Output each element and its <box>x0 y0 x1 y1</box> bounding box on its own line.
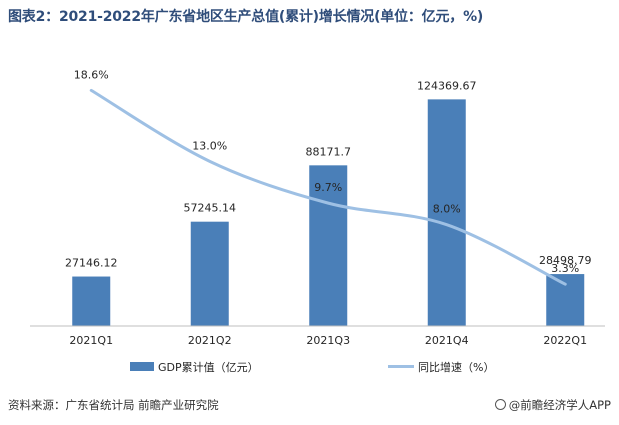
x-tick-2021Q4: 2021Q4 <box>425 334 469 347</box>
x-tick-2021Q2: 2021Q2 <box>188 334 232 347</box>
line-label-2021Q2: 13.0% <box>192 139 227 152</box>
x-tick-2021Q3: 2021Q3 <box>306 334 350 347</box>
legend-line-label: 同比增速（%） <box>418 360 494 374</box>
growth-rate-line <box>89 88 567 286</box>
legend-bar-label: GDP累计值（亿元） <box>158 361 259 374</box>
line-label-2021Q4: 8.0% <box>433 203 461 216</box>
line-value-labels: 18.6% 13.0% 9.7% 8.0% 3.3% <box>74 68 579 275</box>
bar-label-2021Q4: 124369.67 <box>417 79 477 92</box>
bar-label-2021Q2: 57245.14 <box>184 202 237 215</box>
line-label-2022Q1: 3.3% <box>551 262 579 275</box>
bar-label-2021Q3: 88171.7 <box>306 145 352 158</box>
bar-2021Q4 <box>427 99 466 327</box>
x-tick-2021Q1: 2021Q1 <box>69 334 113 347</box>
bar-2022Q1 <box>546 274 585 326</box>
line-label-2021Q1: 18.6% <box>74 68 109 81</box>
bar-2021Q3 <box>309 165 348 326</box>
legend: GDP累计值（亿元） 同比增速（%） <box>130 360 494 374</box>
brand-logo-icon <box>494 399 506 410</box>
bar-label-2021Q1: 27146.12 <box>65 257 118 270</box>
legend-bar-swatch <box>130 362 154 371</box>
x-tick-labels: 2021Q1 2021Q2 2021Q3 2021Q4 2022Q1 <box>69 334 587 347</box>
source-note: 资料来源：广东省统计局 前瞻产业研究院 <box>8 398 219 412</box>
bar-label-2022Q1: 28498.79 <box>539 254 592 267</box>
bar-value-labels: 27146.12 57245.14 88171.7 124369.67 28498.79 <box>65 79 592 269</box>
x-tick-2022Q1: 2022Q1 <box>543 334 587 347</box>
chart-title: 图表2：2021-2022年广东省地区生产总值(累计)增长情况(单位：亿元，%) <box>8 9 484 25</box>
bar-2021Q1 <box>72 276 111 326</box>
bar-2021Q2 <box>190 221 229 326</box>
bar-series <box>72 99 585 327</box>
brand-text: @前瞻经济学人APP <box>508 398 611 412</box>
line-label-2021Q3: 9.7% <box>314 181 342 194</box>
brand-credit: @前瞻经济学人APP <box>494 397 611 413</box>
